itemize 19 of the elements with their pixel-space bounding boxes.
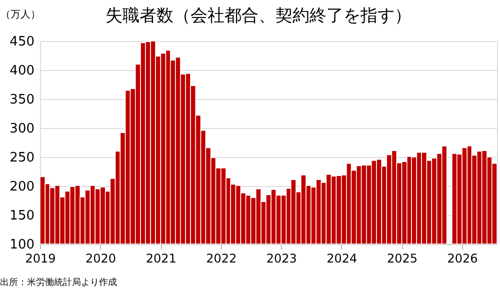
x-tick-label: 2020 xyxy=(85,252,116,266)
x-tick-label: 2019 xyxy=(25,252,56,266)
y-tick-label: 300 xyxy=(10,122,34,136)
y-tick-label: 350 xyxy=(10,92,34,108)
x-tick-label: 2022 xyxy=(206,252,237,266)
chart-title: 失職者数（会社都合、契約終了を指す） xyxy=(106,6,412,26)
y-axis-title: （万人） xyxy=(0,10,40,20)
x-tick-label: 2023 xyxy=(266,252,297,266)
text: 出所：米労働統計局より作成 xyxy=(0,277,117,288)
x-tick-label: 2024 xyxy=(326,252,358,266)
y-tick-label: 250 xyxy=(10,150,34,166)
y-tick-label: 450 xyxy=(10,34,34,50)
x-tick-label: 2026 xyxy=(447,252,478,266)
x-tick-label: 2025 xyxy=(387,252,418,266)
y-tick-label: 150 xyxy=(10,208,34,224)
x-tick-label: 2021 xyxy=(146,252,176,266)
y-tick-label: 400 xyxy=(10,64,34,78)
y-tick-label: 200 xyxy=(10,180,34,194)
y-tick-label: 100 xyxy=(10,238,34,252)
